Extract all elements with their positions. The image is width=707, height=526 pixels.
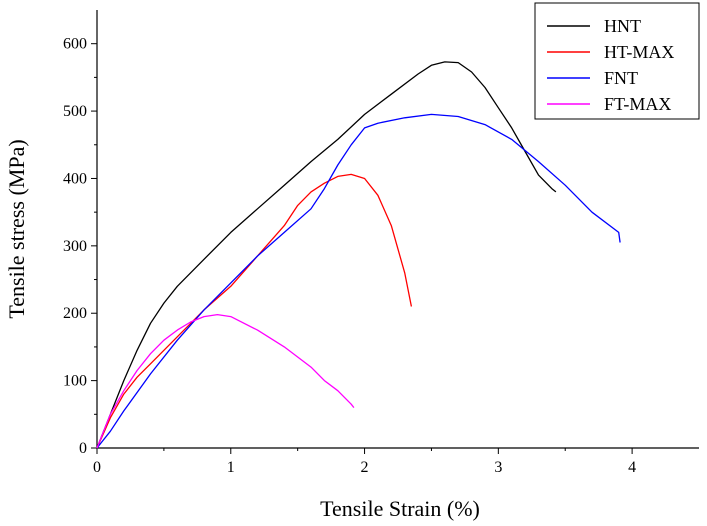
axis-ticks: 0 1 2 3 4 0 100 200 300 400 500 600 <box>63 36 636 476</box>
series-line-hnt <box>96 61 557 449</box>
legend-label-ht-max: HT-MAX <box>604 42 674 62</box>
x-tick-label: 1 <box>227 459 235 476</box>
series-line-ft-max <box>96 313 355 449</box>
legend-label-ft-max: FT-MAX <box>604 94 671 114</box>
y-tick-label: 100 <box>63 373 87 390</box>
x-axis-title: Tensile Strain (%) <box>320 496 480 521</box>
legend-label-fnt: FNT <box>604 68 638 88</box>
legend-entries: HNT HT-MAX FNT FT-MAX <box>547 16 674 114</box>
y-axis-title: Tensile stress (MPa) <box>4 139 29 318</box>
y-tick-label: 600 <box>63 36 87 53</box>
y-tick-label: 300 <box>63 238 87 255</box>
y-tick-label: 0 <box>79 440 87 457</box>
plot-frame <box>96 10 699 449</box>
legend-label-hnt: HNT <box>604 16 641 36</box>
series-layer <box>96 61 621 449</box>
legend-box <box>534 2 700 120</box>
x-tick-label: 3 <box>494 459 502 476</box>
series-line-fnt <box>96 113 621 449</box>
series-line-ht-max <box>96 173 413 449</box>
y-tick-label: 400 <box>63 170 87 187</box>
x-tick-label: 4 <box>628 459 636 476</box>
y-tick-label: 200 <box>63 305 87 322</box>
y-tick-label: 500 <box>63 103 87 120</box>
x-tick-label: 0 <box>93 459 101 476</box>
x-tick-label: 2 <box>361 459 369 476</box>
legend: HNT HT-MAX FNT FT-MAX <box>534 2 700 120</box>
